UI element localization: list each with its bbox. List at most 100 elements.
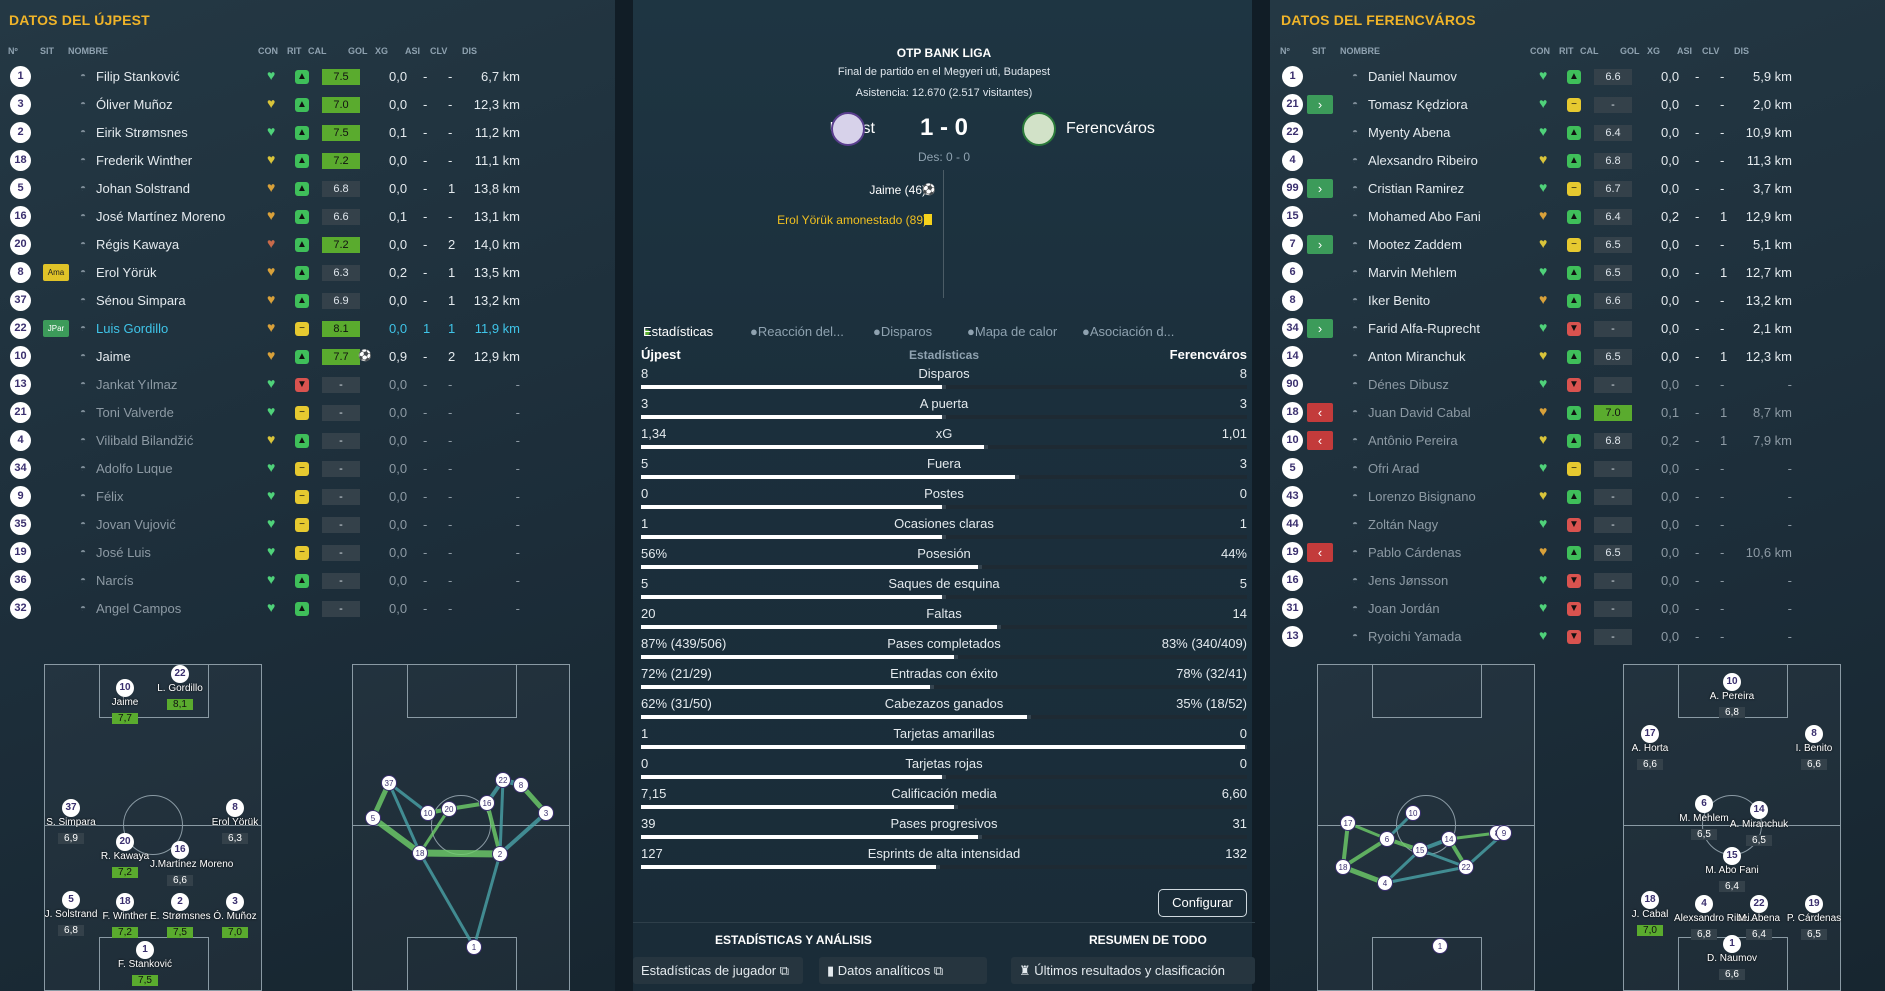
away-team-crest[interactable] bbox=[1022, 112, 1056, 146]
table-row[interactable]: 22 ◓ Myenty Abena ♥ ▲ 6.4 0,0- -10,9 km bbox=[1272, 121, 1872, 145]
table-row[interactable]: 22 JPar ◓ Luis Gordillo ♥ −8.1 0,0 1 1 11,9 km bbox=[0, 317, 600, 341]
player-name[interactable]: Adolfo Luque bbox=[96, 461, 173, 476]
player-stats-button[interactable]: Estadísticas de jugador ⧉ bbox=[633, 957, 803, 984]
table-row[interactable]: 18 ‹ ◓ Juan David Cabal ♥ ▲ 7.0 0,1- 1 8,7 km bbox=[1272, 401, 1872, 425]
formation-player[interactable]: 19 P. Cárdenas 6,5 bbox=[1784, 895, 1844, 942]
player-name[interactable]: Daniel Naumov bbox=[1368, 69, 1457, 84]
table-row[interactable]: 34 › ◓ Farid Alfa-Ruprecht ♥ ▼ -0,0- -2,1 km bbox=[1272, 317, 1872, 341]
table-row[interactable]: 13 ◓ Jankat Yılmaz ♥ ▼ -0,0- - - bbox=[0, 373, 600, 397]
away-team-name[interactable]: Ferencváros bbox=[1066, 120, 1155, 137]
formation-player[interactable]: 17 A. Horta 6,6 bbox=[1620, 725, 1680, 772]
formation-player[interactable]: 22 L. Gordillo 8,1 bbox=[150, 665, 210, 712]
table-row[interactable]: 99 › ◓ Cristian Ramirez ♥ −6.7 0,0- -3,7 km bbox=[1272, 177, 1872, 201]
table-row[interactable]: 90 ◓ Dénes Dibusz ♥ ▼ -0,0- - - bbox=[1272, 373, 1872, 397]
table-row[interactable]: 5 ◓ Johan Solstrand ♥ ▲ 6.8 0,0- 1 13,8 km bbox=[0, 177, 600, 201]
table-row[interactable]: 37 ◓ Sénou Simpara ♥ ▲ 6.9 0,0- 1 13,2 km bbox=[0, 289, 600, 313]
table-row[interactable]: 1 ◓ Daniel Naumov ♥ ▲ 6.6 0,0- -5,9 km bbox=[1272, 65, 1872, 89]
table-row[interactable]: 3 ◓ Óliver Muñoz ♥ ▲ 7.0 0,0- -12,3 km bbox=[0, 93, 600, 117]
analytics-button[interactable]: ▮ Datos analíticos ⧉ bbox=[819, 957, 987, 984]
formation-player[interactable]: 4 Alexsandro Ribei... 6,8 bbox=[1674, 895, 1758, 942]
table-row[interactable]: 20 ◓ Régis Kawaya ♥ ▲ 7.2 0,0- 2 14,0 km bbox=[0, 233, 600, 257]
table-row[interactable]: 36 ◓ Narcís ♥ ▲ -0,0- - - bbox=[0, 569, 600, 593]
formation-player[interactable]: 20 R. Kawaya 7,2 bbox=[95, 833, 155, 880]
player-name[interactable]: Toni Valverde bbox=[96, 405, 174, 420]
player-name[interactable]: Jens Jønsson bbox=[1368, 573, 1449, 588]
formation-player[interactable]: 10 Jaime 7,7 bbox=[95, 679, 155, 726]
table-row[interactable]: 34 ◓ Adolfo Luque ♥ − -0,0- - - bbox=[0, 457, 600, 481]
player-name[interactable]: Antônio Pereira bbox=[1368, 433, 1458, 448]
formation-player[interactable]: 16 J.Martínez Moreno 6,6 bbox=[150, 841, 233, 888]
table-row[interactable]: 16 ◓ José Martínez Moreno ♥ ▲ 6.6 0,1- -13,1 km bbox=[0, 205, 600, 229]
player-name[interactable]: Jaime bbox=[96, 349, 131, 364]
table-row[interactable]: 5 ◓ Ofri Arad ♥ − -0,0- - - bbox=[1272, 457, 1872, 481]
table-row[interactable]: 8 ◓ Iker Benito ♥ ▲ 6.6 0,0- -13,2 km bbox=[1272, 289, 1872, 313]
table-row[interactable]: 9 ◓ Félix ♥ − -0,0- - - bbox=[0, 485, 600, 509]
table-row[interactable]: 13 ◓ Ryoichi Yamada ♥ ▼ -0,0- - - bbox=[1272, 625, 1872, 649]
table-row[interactable]: 21 › ◓ Tomasz Kędziora ♥ − -0,0- -2,0 km bbox=[1272, 93, 1872, 117]
table-row[interactable]: 19 ‹ ◓ Pablo Cárdenas ♥ ▲ 6.5 0,0- -10,6 km bbox=[1272, 541, 1872, 565]
player-name[interactable]: Farid Alfa-Ruprecht bbox=[1368, 321, 1480, 336]
player-name[interactable]: Óliver Muñoz bbox=[96, 97, 173, 112]
table-row[interactable]: 4 ◓ Vilibald Bilandžić ♥ ▲ -0,0- - - bbox=[0, 429, 600, 453]
player-name[interactable]: Marvin Mehlem bbox=[1368, 265, 1457, 280]
table-row[interactable]: 32 ◓ Angel Campos ♥ ▲ -0,0- - - bbox=[0, 597, 600, 621]
table-row[interactable]: 43 ◓ Lorenzo Bisignano ♥ ▲ -0,0- - - bbox=[1272, 485, 1872, 509]
tab-mapa-calor[interactable]: ● Mapa de calor bbox=[967, 324, 1058, 339]
table-row[interactable]: 2 ◓ Eirik Strømsnes ♥ ▲ 7.5 0,1- -11,2 km bbox=[0, 121, 600, 145]
formation-player[interactable]: 1 D. Naumov 6,6 bbox=[1702, 935, 1762, 982]
player-name[interactable]: Vilibald Bilandžić bbox=[96, 433, 194, 448]
table-row[interactable]: 1 ◓ Filip Stanković ♥ ▲ 7.5 0,0- -6,7 km bbox=[0, 65, 600, 89]
formation-player[interactable]: 8 Erol Yörük 6,3 bbox=[205, 799, 265, 846]
player-name[interactable]: Félix bbox=[96, 489, 124, 504]
player-name[interactable]: Anton Miranchuk bbox=[1368, 349, 1466, 364]
player-name[interactable]: Ofri Arad bbox=[1368, 461, 1420, 476]
formation-player[interactable]: 6 M. Mehlem 6,5 bbox=[1674, 795, 1734, 842]
player-name[interactable]: Lorenzo Bisignano bbox=[1368, 489, 1476, 504]
player-name[interactable]: Frederik Winther bbox=[96, 153, 193, 168]
player-name[interactable]: Narcís bbox=[96, 573, 134, 588]
formation-player[interactable]: 15 M. Abo Fani 6,4 bbox=[1702, 847, 1762, 894]
table-row[interactable]: 16 ◓ Jens Jønsson ♥ ▼ -0,0- - - bbox=[1272, 569, 1872, 593]
formation-player[interactable]: 1 F. Stanković 7,5 bbox=[115, 941, 175, 988]
table-row[interactable]: 21 ◓ Toni Valverde ♥ − -0,0- - - bbox=[0, 401, 600, 425]
player-name[interactable]: Mootez Zaddem bbox=[1368, 237, 1462, 252]
player-name[interactable]: Iker Benito bbox=[1368, 293, 1431, 308]
table-row[interactable]: 19 ◓ José Luis ♥ − -0,0- - - bbox=[0, 541, 600, 565]
player-name[interactable]: Johan Solstrand bbox=[96, 181, 190, 196]
player-name[interactable]: Jankat Yılmaz bbox=[96, 377, 178, 392]
results-button[interactable]: ♜ Últimos resultados y clasificación bbox=[1011, 957, 1255, 984]
table-row[interactable]: 44 ◓ Zoltán Nagy ♥ ▼ -0,0- - - bbox=[1272, 513, 1872, 537]
player-name[interactable]: Pablo Cárdenas bbox=[1368, 545, 1462, 560]
table-row[interactable]: 31 ◓ Joan Jordán ♥ ▼ -0,0- - - bbox=[1272, 597, 1872, 621]
player-name[interactable]: Erol Yörük bbox=[96, 265, 157, 280]
table-row[interactable]: 10 ◓ Jaime ♥ ▲ 7.7 ⚽ 0,9- 2 12,9 km bbox=[0, 345, 600, 369]
table-row[interactable]: 6 ◓ Marvin Mehlem ♥ ▲ 6.5 0,0- 1 12,7 km bbox=[1272, 261, 1872, 285]
player-name[interactable]: Ryoichi Yamada bbox=[1368, 629, 1462, 644]
tab-asociacion[interactable]: ● Asociación d... bbox=[1082, 324, 1175, 339]
formation-player[interactable]: 8 I. Benito 6,6 bbox=[1784, 725, 1844, 772]
formation-player[interactable]: 18 F. Winther 7,2 bbox=[95, 893, 155, 940]
formation-player[interactable]: 2 E. Strømsnes 7,5 bbox=[150, 893, 211, 940]
player-name[interactable]: Sénou Simpara bbox=[96, 293, 186, 308]
formation-player[interactable]: 5 J. Solstrand 6,8 bbox=[41, 891, 101, 938]
table-row[interactable]: 14 ◓ Anton Miranchuk ♥ ▲ 6.5 0,0- 1 12,3 km bbox=[1272, 345, 1872, 369]
table-row[interactable]: 35 ◓ Jovan Vujović ♥ − -0,0- - - bbox=[0, 513, 600, 537]
player-name[interactable]: Cristian Ramirez bbox=[1368, 181, 1465, 196]
table-row[interactable]: 4 ◓ Alexsandro Ribeiro ♥ ▲ 6.8 0,0- -11,3 km bbox=[1272, 149, 1872, 173]
table-row[interactable]: 7 › ◓ Mootez Zaddem ♥ −6.5 0,0- -5,1 km bbox=[1272, 233, 1872, 257]
player-name[interactable]: Zoltán Nagy bbox=[1368, 517, 1439, 532]
tab-reaccion[interactable]: ● Reacción del... bbox=[750, 324, 844, 339]
formation-player[interactable]: 14 A. Miranchuk 6,5 bbox=[1729, 801, 1789, 848]
player-name[interactable]: Filip Stanković bbox=[96, 69, 180, 84]
player-name[interactable]: Juan David Cabal bbox=[1368, 405, 1471, 420]
formation-player[interactable]: 18 J. Cabal 7,0 bbox=[1620, 891, 1680, 938]
player-name[interactable]: Mohamed Abo Fani bbox=[1368, 209, 1481, 224]
player-name[interactable]: Eirik Strømsnes bbox=[96, 125, 188, 140]
table-row[interactable]: 18 ◓ Frederik Winther ♥ ▲ 7.2 0,0- -11,1 km bbox=[0, 149, 600, 173]
player-name[interactable]: Régis Kawaya bbox=[96, 237, 180, 252]
formation-player[interactable]: 10 A. Pereira 6,8 bbox=[1702, 673, 1762, 720]
formation-player[interactable]: 3 Ó. Muñoz 7,0 bbox=[205, 893, 265, 940]
table-row[interactable]: 15 ◓ Mohamed Abo Fani ♥ ▲ 6.4 0,2- 1 12,9 km bbox=[1272, 205, 1872, 229]
player-name[interactable]: Dénes Dibusz bbox=[1368, 377, 1449, 392]
player-name[interactable]: Jovan Vujović bbox=[96, 517, 176, 532]
